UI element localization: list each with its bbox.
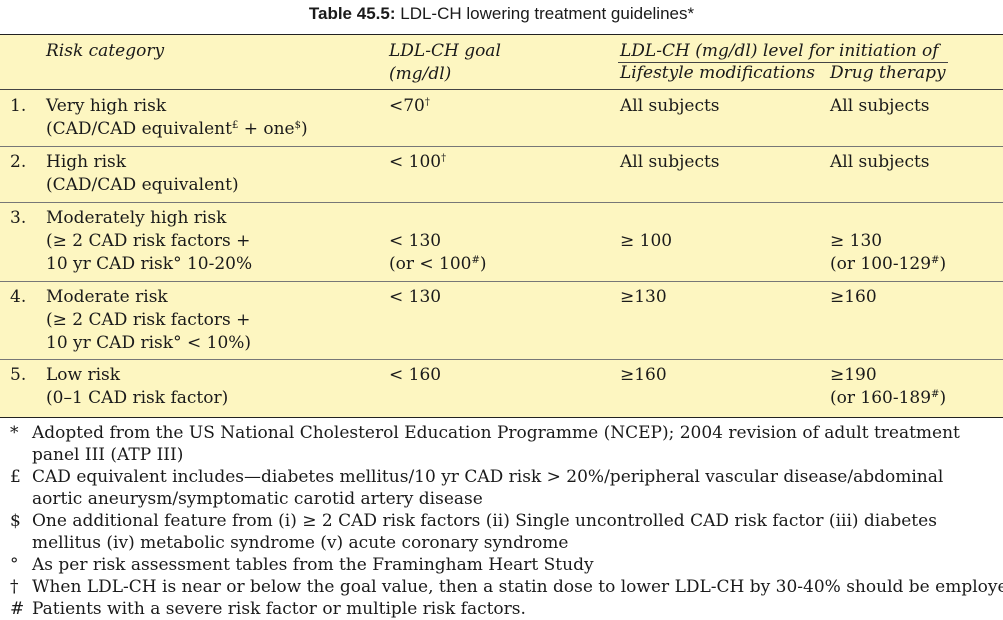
risk-detail: 10 yr CAD risk° < 10%) (46, 333, 252, 353)
risk-category: Moderate risk (46, 287, 168, 307)
drug-value-alt: (or 160-189#) (830, 388, 947, 408)
ldl-goal: <70† (389, 96, 430, 116)
header-lifestyle: Lifestyle modifications (620, 63, 815, 83)
risk-detail: 10 yr CAD risk° 10-20% (46, 254, 253, 274)
footnote-text: Patients with a severe risk factor or mu… (32, 599, 526, 619)
header-goal-line2: (mg/dl) (389, 64, 452, 84)
drug-value: All subjects (830, 96, 930, 116)
lifestyle-value: All subjects (620, 96, 720, 116)
table-title: LDL-CH lowering treatment guidelines* (400, 4, 695, 23)
footnote-symbol: ° (10, 555, 19, 575)
lifestyle-value: ≥ 100 (620, 231, 673, 251)
footnote-symbol: † (10, 577, 19, 597)
row-number: 1. (10, 96, 27, 116)
lifestyle-value: All subjects (620, 152, 720, 172)
header-rule (0, 89, 1003, 90)
risk-detail: (CAD/CAD equivalent£ + one$) (46, 119, 308, 139)
drug-value: ≥160 (830, 287, 877, 307)
table-number: Table 45.5: (308, 4, 396, 23)
risk-detail: (≥ 2 CAD risk factors + (46, 231, 251, 251)
ldl-goal: < 100† (389, 152, 447, 172)
row-divider (0, 359, 1003, 360)
ldl-goal: < 160 (389, 365, 442, 385)
header-drug: Drug therapy (830, 63, 946, 83)
drug-value: ≥190 (830, 365, 877, 385)
risk-detail: (0–1 CAD risk factor) (46, 388, 229, 408)
footnote-text: As per risk assessment tables from the F… (32, 555, 594, 575)
footnote-text: Adopted from the US National Cholesterol… (32, 423, 960, 465)
footnote-text: When LDL-CH is near or below the goal va… (32, 577, 1003, 597)
footnote-symbol: £ (10, 467, 21, 487)
row-divider (0, 281, 1003, 282)
ldl-goal-alt: (or < 100#) (389, 254, 487, 274)
risk-category: Very high risk (46, 96, 167, 116)
drug-value: ≥ 130 (830, 231, 883, 251)
row-number: 2. (10, 152, 27, 172)
footnote-symbol: # (10, 599, 25, 619)
risk-category: Moderately high risk (46, 208, 227, 228)
row-number: 5. (10, 365, 27, 385)
header-initiation: LDL-CH (mg/dl) level for initiation of (620, 41, 939, 61)
ldl-goal: < 130 (389, 231, 442, 251)
risk-category: Low risk (46, 365, 121, 385)
footnote-text: One additional feature from (i) ≥ 2 CAD … (32, 511, 937, 553)
lifestyle-value: ≥130 (620, 287, 667, 307)
row-divider (0, 146, 1003, 147)
footnote-symbol: $ (10, 511, 21, 531)
guidelines-table: Risk category LDL-CH goal (mg/dl) LDL-CH… (0, 34, 1003, 418)
risk-detail: (CAD/CAD equivalent) (46, 175, 239, 195)
footnote-text: CAD equivalent includes—diabetes mellitu… (32, 467, 944, 509)
table-caption: Table 45.5: LDL-CH lowering treatment gu… (0, 4, 1003, 24)
header-risk-category: Risk category (46, 41, 165, 61)
footnote-symbol: * (10, 423, 19, 443)
header-goal-line1: LDL-CH goal (389, 41, 501, 61)
row-divider (0, 202, 1003, 203)
drug-value: All subjects (830, 152, 930, 172)
row-number: 4. (10, 287, 27, 307)
header-subrule (618, 62, 948, 63)
ldl-goal: < 130 (389, 287, 442, 307)
lifestyle-value: ≥160 (620, 365, 667, 385)
drug-value-alt: (or 100-129#) (830, 254, 947, 274)
risk-category: High risk (46, 152, 127, 172)
row-number: 3. (10, 208, 27, 228)
risk-detail: (≥ 2 CAD risk factors + (46, 310, 251, 330)
